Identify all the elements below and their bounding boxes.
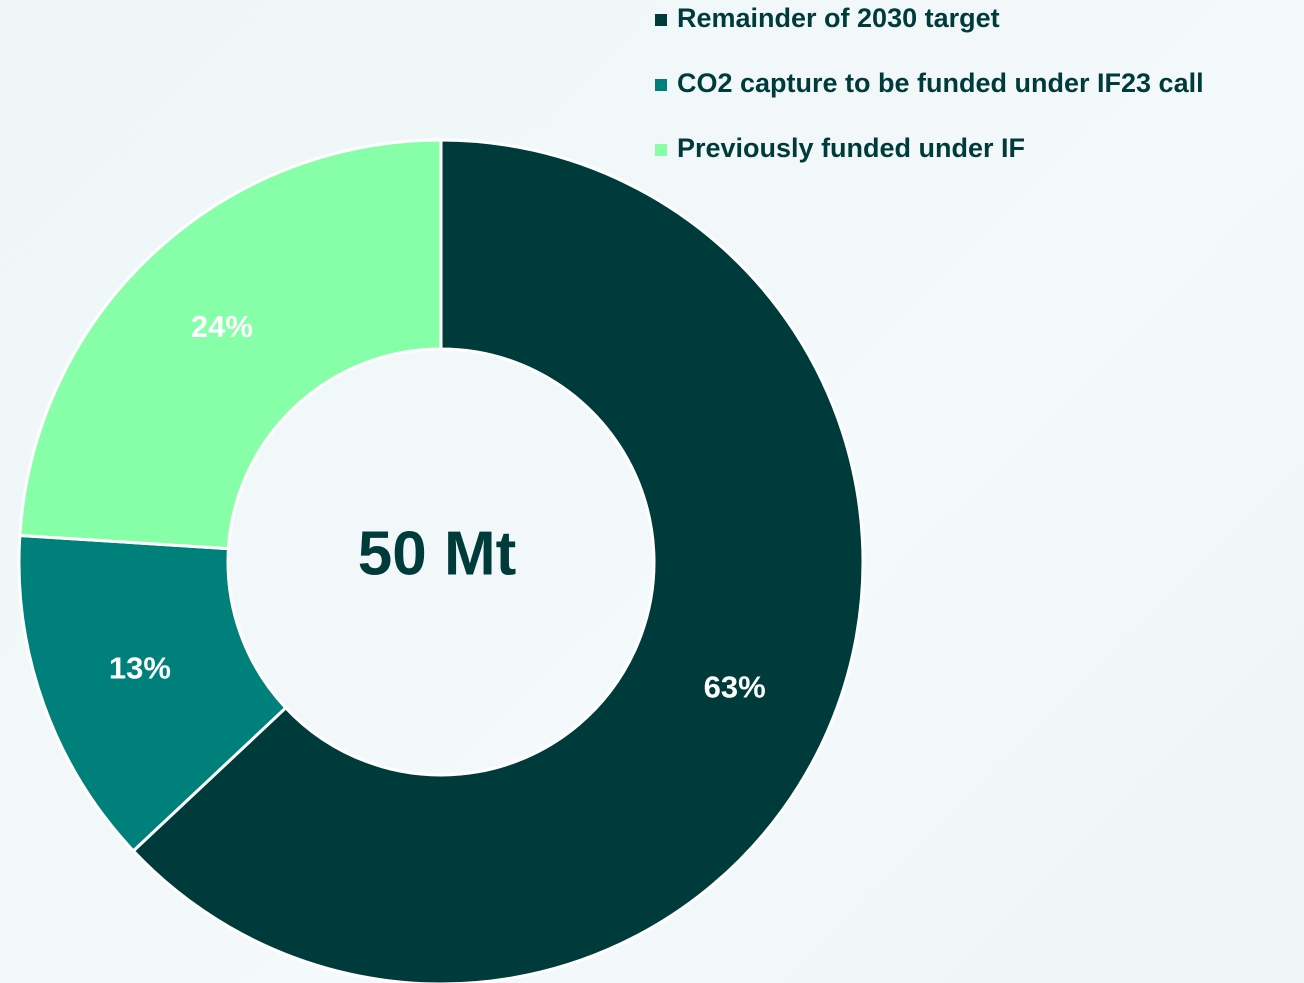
legend-swatch [655, 79, 667, 91]
slice [131, 138, 865, 983]
slice [17, 533, 288, 853]
slice-label: 63% [704, 669, 766, 704]
slice-label: 13% [109, 651, 171, 686]
legend-swatch [655, 144, 667, 156]
legend-swatch [655, 14, 667, 26]
legend-label: CO2 capture to be funded under IF23 call [677, 68, 1204, 98]
slice [18, 138, 443, 551]
center-label: 50 Mt [358, 519, 516, 588]
legend-label: Previously funded under IF [677, 133, 1025, 163]
legend-label: Remainder of 2030 target [677, 3, 1000, 33]
slices [17, 138, 865, 983]
slice-label: 24% [191, 309, 253, 344]
